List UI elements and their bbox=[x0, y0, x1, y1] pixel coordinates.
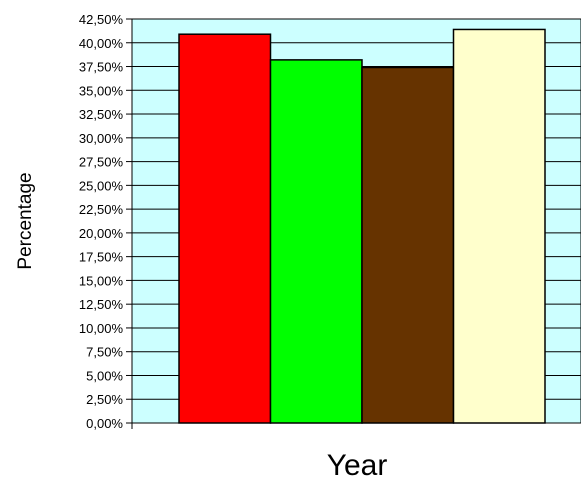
x-axis bbox=[131, 422, 581, 429]
y-tick-labels: 0,00% 2,50% 5,00% 7,50% 10,00% 12,50% 15,00% 17… bbox=[79, 12, 124, 431]
bar bbox=[269, 59, 363, 424]
y-tick-label: 37,50% bbox=[79, 60, 124, 75]
y-tick-label: 15,00% bbox=[79, 273, 124, 288]
y-tick-label: 22,50% bbox=[79, 202, 124, 217]
y-tick-label: 17,50% bbox=[79, 250, 124, 265]
y-tick-label: 25,00% bbox=[79, 178, 124, 193]
y-tick-label: 32,50% bbox=[79, 107, 124, 122]
y-tick-label: 7,50% bbox=[86, 345, 123, 360]
bars bbox=[178, 28, 546, 424]
y-tick-label: 10,00% bbox=[79, 321, 124, 336]
y-tick-label: 35,00% bbox=[79, 83, 124, 98]
y-tick-label: 27,50% bbox=[79, 155, 124, 170]
y-axis-title: Percentage bbox=[15, 172, 36, 269]
y-tick-label: 12,50% bbox=[79, 297, 124, 312]
y-tick-label: 42,50% bbox=[79, 12, 124, 27]
bar bbox=[361, 66, 455, 424]
y-tick-label: 0,00% bbox=[86, 416, 123, 431]
y-axis bbox=[126, 18, 133, 424]
y-tick-label: 30,00% bbox=[79, 131, 124, 146]
y-tick-label: 5,00% bbox=[86, 368, 123, 383]
y-tick-label: 40,00% bbox=[79, 36, 124, 51]
y-tick-label: 2,50% bbox=[86, 392, 123, 407]
bar bbox=[452, 28, 546, 424]
bar bbox=[178, 33, 272, 424]
x-axis-title: Year bbox=[327, 449, 388, 479]
y-tick-label: 20,00% bbox=[79, 226, 124, 241]
